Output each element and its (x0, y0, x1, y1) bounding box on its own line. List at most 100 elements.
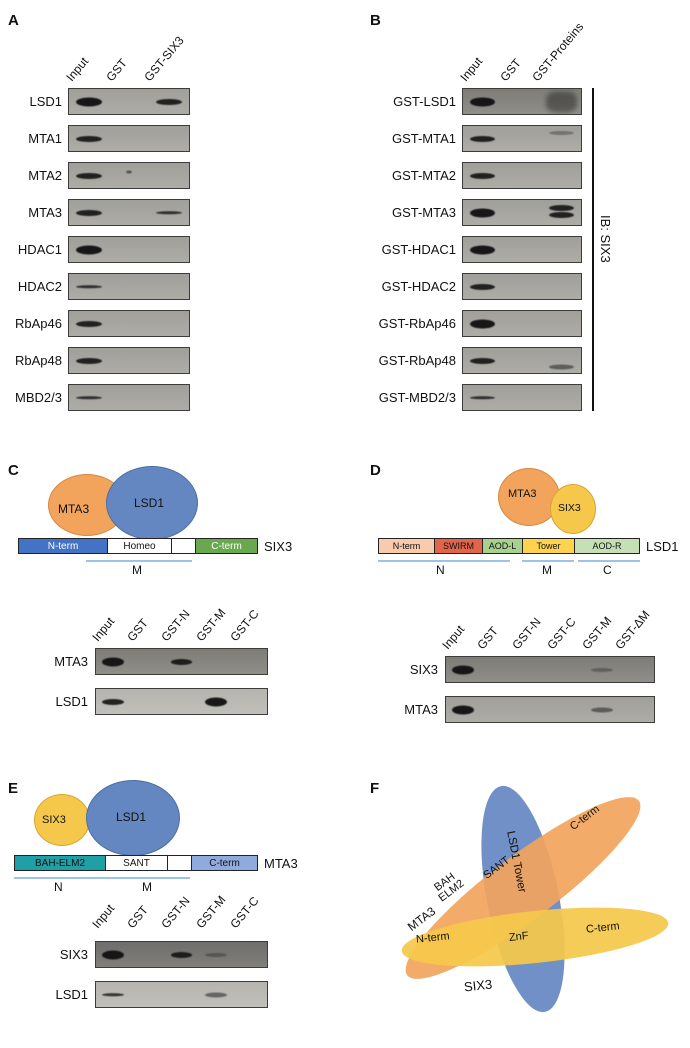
blot-row-label: MTA2 (28, 168, 62, 183)
blot-row-label: GST-MBD2/3 (378, 390, 456, 405)
blot-strip (68, 273, 190, 300)
blot-strip (445, 656, 655, 683)
mta3-bubble-label: MTA3 (58, 502, 90, 516)
lane-label-gst-delta-m: GST-ΔM (612, 607, 653, 652)
ib-bracket-line (592, 88, 594, 411)
panel-f-letter: F (370, 780, 380, 797)
blot-strip (462, 347, 582, 374)
blot-band (76, 284, 102, 289)
lsd1-bubble-label: LSD1 (116, 810, 147, 824)
lsd1-bubble (86, 780, 180, 856)
lane-label-gst: GST (497, 56, 524, 84)
lane-label-gst-proteins: GST-Proteins (529, 19, 587, 84)
blot-row-label: HDAC1 (17, 242, 62, 257)
lane-label-input: Input (63, 54, 92, 84)
domain-nterm: N-term (18, 538, 108, 554)
lane-label-gst: GST (124, 903, 151, 931)
mta3-domain-bar: BAH-ELM2 SANT C-term (14, 855, 258, 871)
lane-label-gst-m: GST-M (193, 605, 229, 644)
mta3-bubble-label: MTA3 (508, 488, 537, 500)
lsd1-bubble (106, 466, 198, 540)
blot-band (548, 204, 574, 211)
blot-band (156, 98, 182, 105)
blot-row-label: SIX3 (59, 947, 88, 962)
region-m-label: M (132, 563, 142, 577)
panel-a: A Input GST GST-SIX3 LSD1 MTA1 MTA2 MTA3… (8, 10, 268, 435)
lane-label-gst-n: GST-N (158, 606, 193, 644)
lsd1-bubble-label: LSD1 (134, 496, 165, 510)
blot-band (204, 992, 227, 997)
region-m-line (522, 560, 574, 562)
panel-d: D MTA3 SIX3 N-term SWIRM AOD-L Tower AOD… (370, 460, 690, 750)
six3-bar-name: SIX3 (264, 539, 293, 554)
domain-nterm: N-term (378, 538, 435, 554)
blot-band (76, 395, 102, 400)
region-m-label: M (142, 880, 152, 894)
blot-row-label: SIX3 (409, 662, 438, 677)
domain-sant: SANT (105, 855, 168, 871)
blot-strip (462, 162, 582, 189)
lane-label-gst: GST (103, 56, 130, 84)
blot-band (590, 667, 614, 672)
blot-row-label: GST-MTA1 (391, 131, 456, 146)
blot-row-label: HDAC2 (17, 279, 62, 294)
blot-row-label: MTA3 (404, 702, 438, 717)
blot-band (102, 698, 125, 705)
blot-row-label: GST-MTA3 (391, 205, 456, 220)
blot-band (590, 707, 614, 712)
blot-band (76, 357, 102, 364)
domain-cterm: C-term (191, 855, 258, 871)
blot-row-label: LSD1 (29, 94, 62, 109)
blot-strip (68, 125, 190, 152)
blot-row-label: RbAp46 (15, 316, 62, 331)
lsd1-domain-bar: N-term SWIRM AOD-L Tower AOD-R (378, 538, 640, 554)
six3-axis-label: SIX3 (463, 976, 493, 995)
lane-label-gst: GST (124, 616, 151, 644)
blot-row-label: GST-HDAC1 (381, 242, 456, 257)
blot-strip (462, 88, 582, 115)
blot-row-label: RbAp48 (15, 353, 62, 368)
blot-strip (68, 347, 190, 374)
blot-band (470, 172, 496, 179)
region-n-label: N (54, 880, 63, 894)
blot-strip (68, 310, 190, 337)
blot-strip (462, 384, 582, 411)
blot-strip (95, 648, 268, 675)
six3-znf-label: ZnF (508, 930, 530, 944)
lane-label-gst-six3: GST-SIX3 (141, 33, 187, 84)
lane-label-input: Input (457, 54, 486, 84)
blot-band (76, 320, 102, 327)
panel-e: E SIX3 LSD1 BAH-ELM2 SANT C-term MTA3 N … (8, 778, 348, 1048)
panel-b-letter: B (370, 12, 381, 29)
blot-row-label: MTA3 (54, 654, 88, 669)
lane-label-gst: GST (474, 624, 501, 652)
blot-band (548, 130, 574, 135)
domain-aod-r: AOD-R (574, 538, 640, 554)
six3-domain-bar: N-term Homeo C-term (18, 538, 258, 554)
blot-band (156, 210, 182, 215)
lane-label-gst-m: GST-M (579, 613, 615, 652)
region-m-label: M (542, 563, 552, 577)
domain-tower: Tower (522, 538, 575, 554)
lane-label-gst-c: GST-C (227, 606, 262, 644)
blot-band (470, 357, 496, 364)
region-c-label: C (603, 563, 612, 577)
blot-strip (462, 310, 582, 337)
blot-strip (68, 384, 190, 411)
blot-band (470, 283, 496, 290)
panel-d-letter: D (370, 462, 381, 479)
blot-strip (95, 941, 268, 968)
blot-band (470, 97, 496, 106)
blot-band (76, 172, 102, 179)
blot-strip (462, 125, 582, 152)
region-n-line (14, 877, 106, 879)
blot-row-label: GST-LSD1 (393, 94, 456, 109)
blot-row-label: GST-RbAp48 (378, 353, 456, 368)
lane-label-input: Input (89, 614, 118, 644)
lane-label-input: Input (89, 901, 118, 931)
region-n-line (378, 560, 510, 562)
blot-band (76, 135, 102, 142)
blot-band (470, 135, 496, 142)
blot-band (102, 657, 125, 666)
